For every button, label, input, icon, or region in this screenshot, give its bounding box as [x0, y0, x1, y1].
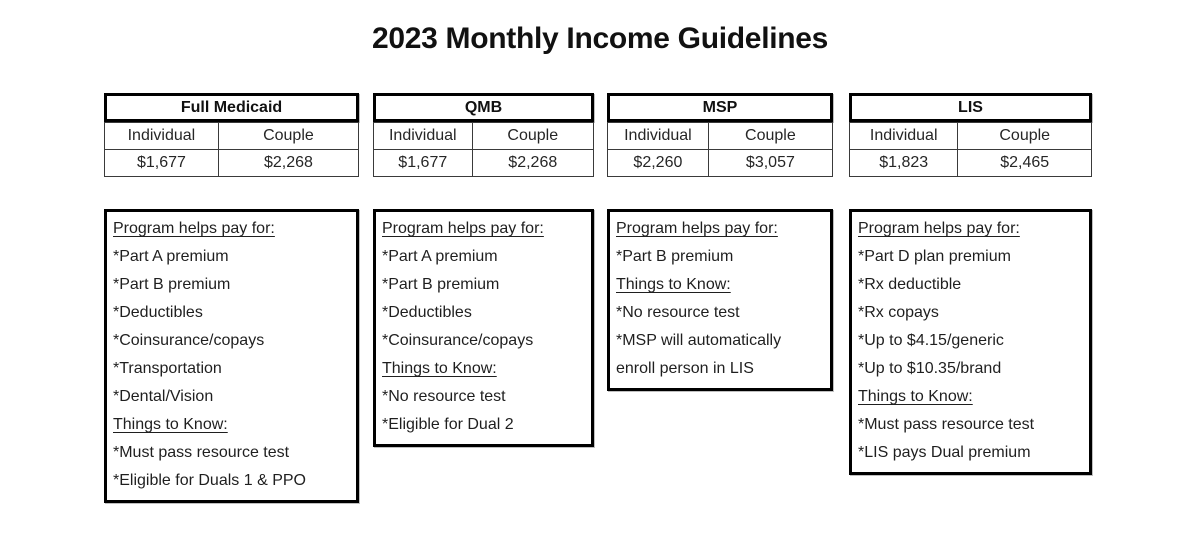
income-table-qmb: QMB Individual Couple $1,677 $2,268: [373, 93, 594, 177]
details-heading: Program helps pay for:: [113, 220, 275, 237]
details-item: *MSP will automatically enroll person in…: [616, 332, 782, 377]
couple-label: Couple: [472, 123, 593, 150]
details-item: *Deductibles: [113, 304, 203, 321]
income-table-body: Individual Couple $1,823 $2,465: [849, 122, 1092, 177]
income-table-full-medicaid: Full Medicaid Individual Couple $1,677 $…: [104, 93, 359, 177]
details-item: *Coinsurance/copays: [113, 332, 265, 349]
details-item: *Eligible for Duals 1 & PPO: [113, 472, 306, 489]
program-name: LIS: [849, 93, 1092, 122]
couple-label: Couple: [218, 123, 358, 150]
details-heading: Things to Know:: [616, 276, 731, 293]
couple-label: Couple: [958, 123, 1091, 150]
details-item: *Deductibles: [382, 304, 472, 321]
details-item: *Up to $4.15/generic: [858, 332, 1004, 349]
program-name: Full Medicaid: [104, 93, 359, 122]
individual-label: Individual: [105, 123, 219, 150]
details-box-msp: Program helps pay for: *Part B premium T…: [607, 209, 833, 391]
details-box-qmb: Program helps pay for: *Part A premium *…: [373, 209, 594, 447]
individual-label: Individual: [850, 123, 959, 150]
individual-amount: $2,260: [608, 150, 709, 176]
details-item: *No resource test: [616, 304, 740, 321]
program-name: QMB: [373, 93, 594, 122]
income-table-body: Individual Couple $1,677 $2,268: [373, 122, 594, 177]
details-item: *Part B premium: [616, 248, 734, 265]
individual-label: Individual: [608, 123, 709, 150]
details-item: *Part B premium: [382, 276, 500, 293]
individual-amount: $1,677: [105, 150, 219, 176]
individual-label: Individual: [374, 123, 473, 150]
details-heading: Program helps pay for:: [858, 220, 1020, 237]
couple-amount: $3,057: [708, 150, 832, 176]
details-item: *Part A premium: [382, 248, 498, 265]
details-item: *Part A premium: [113, 248, 229, 265]
details-item: *Up to $10.35/brand: [858, 360, 1002, 377]
program-column-msp: MSP Individual Couple $2,260 $3,057 Prog…: [607, 93, 833, 391]
couple-amount: $2,465: [958, 150, 1091, 176]
couple-amount: $2,268: [472, 150, 593, 176]
details-item: *Must pass resource test: [113, 444, 290, 461]
details-heading: Things to Know:: [858, 388, 973, 405]
details-item: *Coinsurance/copays: [382, 332, 534, 349]
details-item: *Part D plan premium: [858, 248, 1011, 265]
details-item: *Transportation: [113, 360, 222, 377]
income-table-body: Individual Couple $1,677 $2,268: [104, 122, 359, 177]
details-item: *Rx deductible: [858, 276, 962, 293]
couple-amount: $2,268: [218, 150, 358, 176]
income-table-body: Individual Couple $2,260 $3,057: [607, 122, 833, 177]
details-item: *Part B premium: [113, 276, 231, 293]
details-item: *Rx copays: [858, 304, 939, 321]
details-heading: Program helps pay for:: [616, 220, 778, 237]
program-column-full-medicaid: Full Medicaid Individual Couple $1,677 $…: [104, 93, 359, 503]
details-box-lis: Program helps pay for: *Part D plan prem…: [849, 209, 1092, 475]
income-table-msp: MSP Individual Couple $2,260 $3,057: [607, 93, 833, 177]
details-item: *Must pass resource test: [858, 416, 1035, 433]
details-box-full-medicaid: Program helps pay for: *Part A premium *…: [104, 209, 359, 503]
program-column-qmb: QMB Individual Couple $1,677 $2,268 Prog…: [373, 93, 594, 447]
program-column-lis: LIS Individual Couple $1,823 $2,465 Prog…: [849, 93, 1092, 475]
program-name: MSP: [607, 93, 833, 122]
details-item: *No resource test: [382, 388, 506, 405]
details-heading: Things to Know:: [113, 416, 228, 433]
individual-amount: $1,677: [374, 150, 473, 176]
couple-label: Couple: [708, 123, 832, 150]
page-title: 2023 Monthly Income Guidelines: [371, 22, 829, 55]
individual-amount: $1,823: [850, 150, 959, 176]
details-heading: Things to Know:: [382, 360, 497, 377]
details-item: *Eligible for Dual 2: [382, 416, 514, 433]
income-table-lis: LIS Individual Couple $1,823 $2,465: [849, 93, 1092, 177]
details-heading: Program helps pay for:: [382, 220, 544, 237]
details-item: *LIS pays Dual premium: [858, 444, 1031, 461]
details-item: *Dental/Vision: [113, 388, 214, 405]
